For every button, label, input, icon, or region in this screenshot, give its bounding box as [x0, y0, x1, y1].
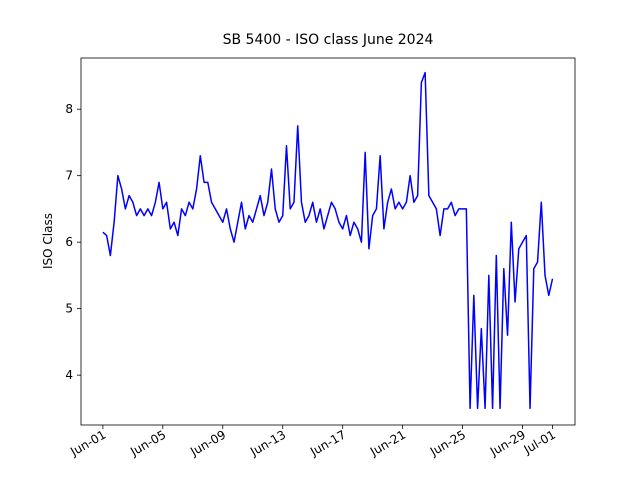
y-tick-label: 6 — [65, 235, 73, 249]
x-tick-label: Jun-17 — [307, 427, 348, 459]
x-tick-label: Jul-01 — [521, 427, 558, 457]
x-tick-label: Jun-13 — [247, 427, 288, 459]
x-tick-label: Jun-21 — [367, 427, 408, 459]
plot-frame — [80, 57, 576, 426]
y-axis-label: ISO Class — [41, 213, 55, 269]
y-tick-label: 8 — [65, 102, 73, 116]
y-tick-label: 5 — [65, 302, 73, 316]
y-tick-label: 7 — [65, 169, 73, 183]
x-tick-label: Jun-25 — [427, 427, 468, 459]
x-tick-label: Jun-05 — [127, 427, 168, 459]
x-tick-label: Jun-09 — [187, 427, 228, 459]
y-tick-label: 4 — [65, 368, 73, 382]
chart-title: SB 5400 - ISO class June 2024 — [223, 32, 434, 48]
x-tick-label: Jun-01 — [67, 427, 108, 459]
series-line — [102, 71, 554, 410]
